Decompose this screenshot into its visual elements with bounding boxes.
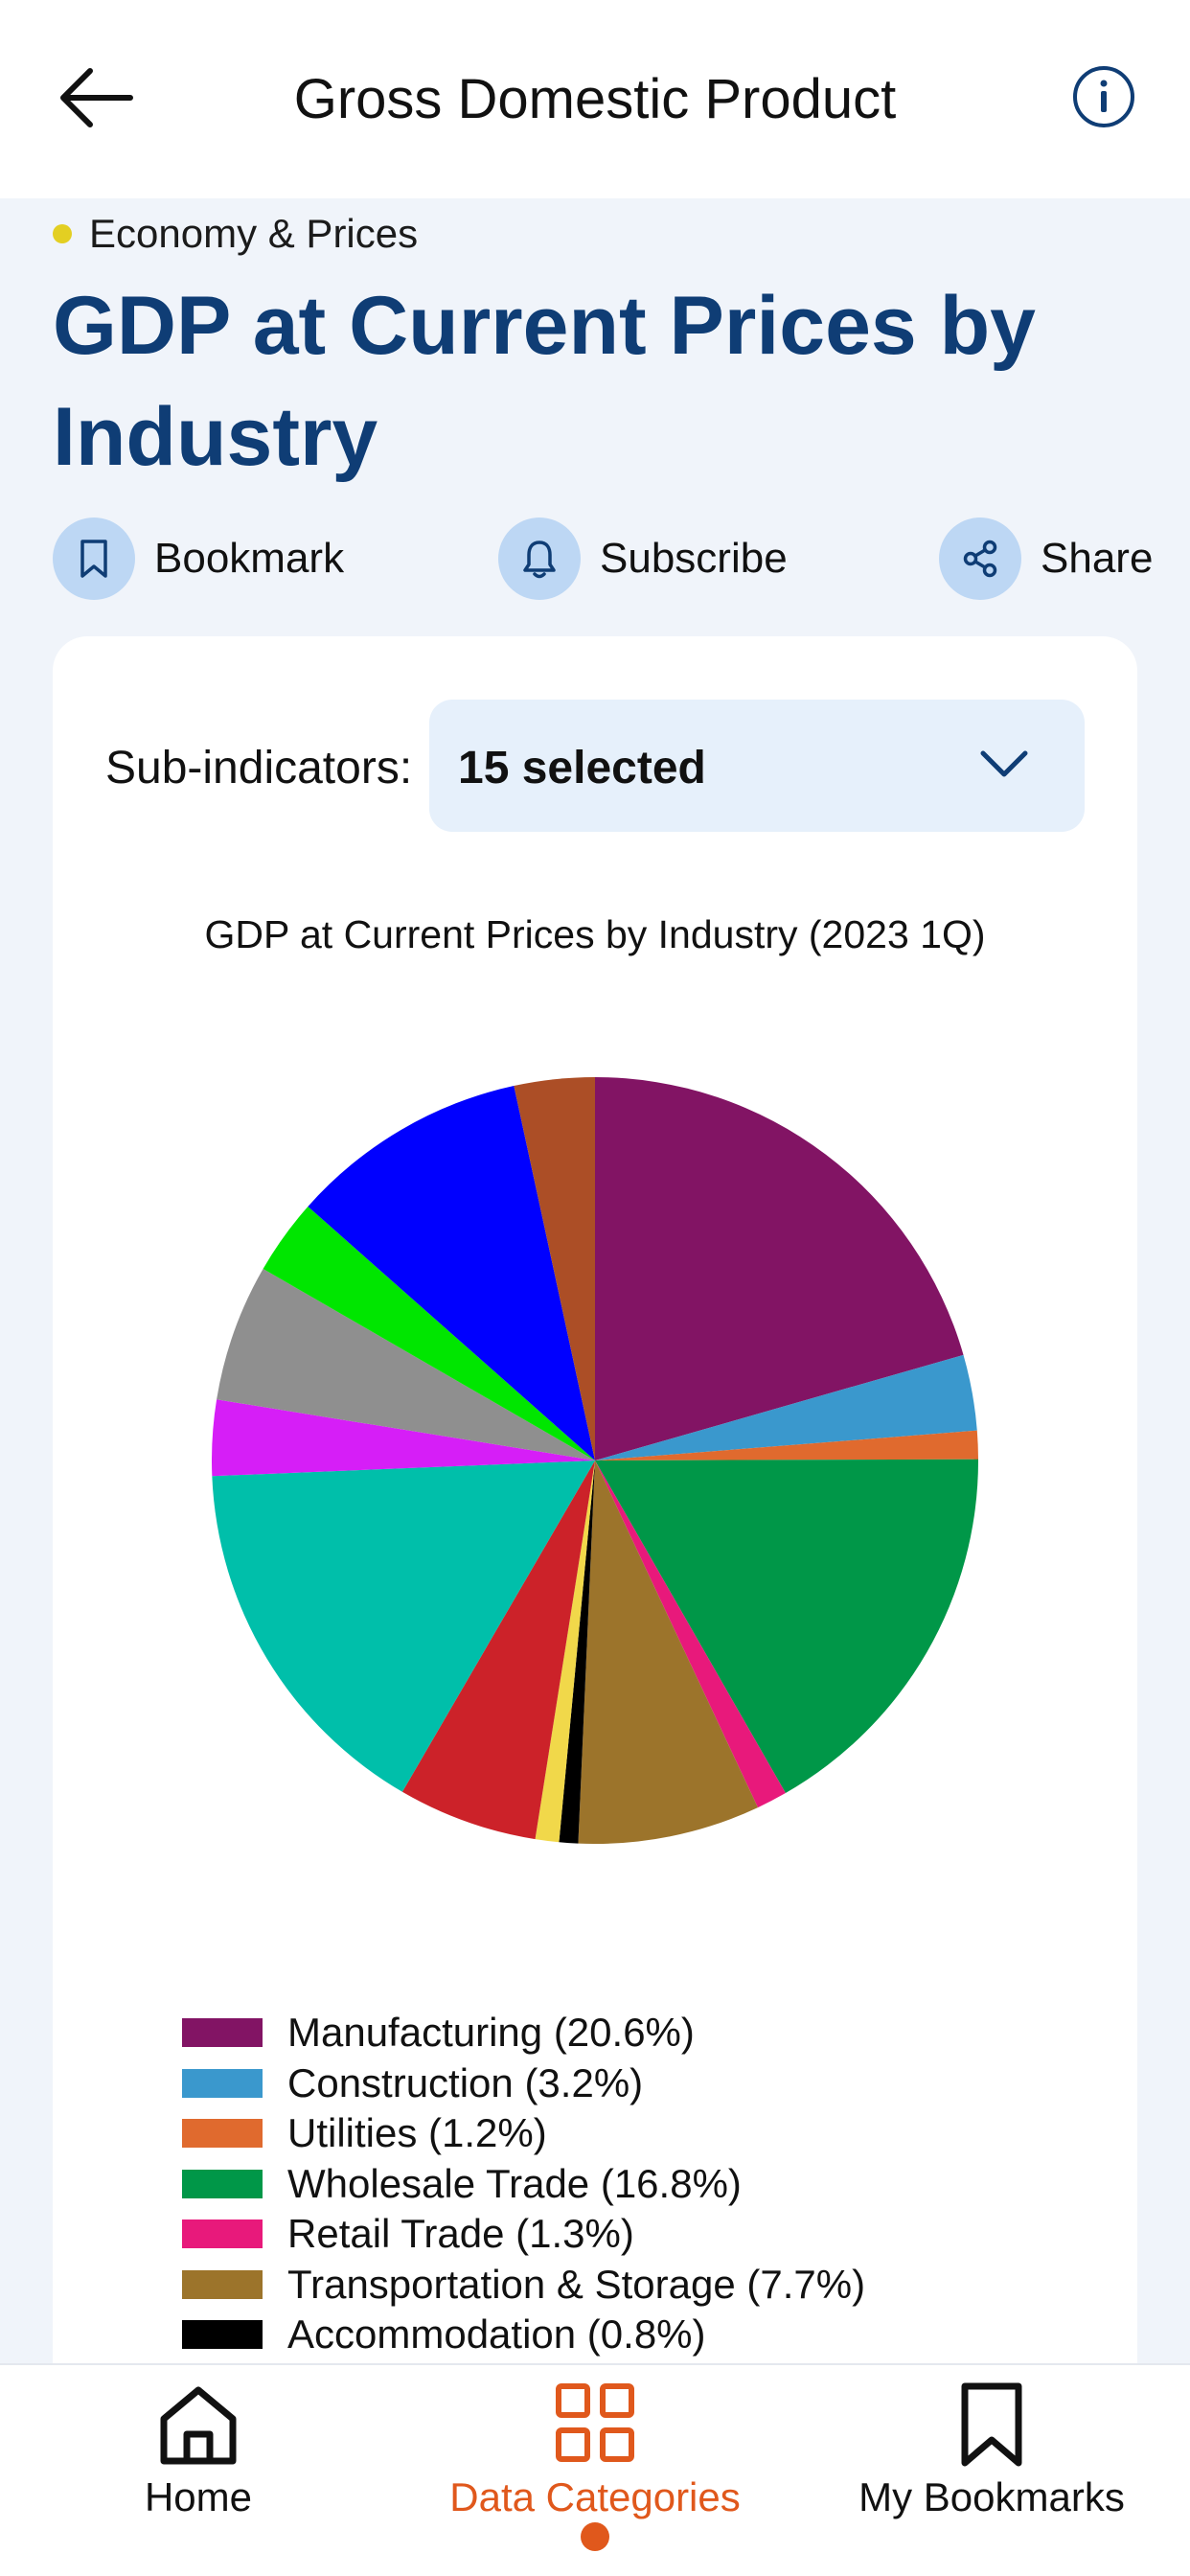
- nav-my-bookmarks[interactable]: My Bookmarks: [819, 2380, 1164, 2553]
- legend-label: Accommodation (0.8%): [287, 2312, 706, 2358]
- legend-label: Transportation & Storage (7.7%): [287, 2261, 866, 2307]
- legend-label: Retail Trade (1.3%): [287, 2211, 634, 2257]
- category-dot: [53, 224, 72, 243]
- legend-swatch: [182, 2320, 263, 2350]
- category-label: Economy & Prices: [53, 211, 418, 257]
- pie-slice-4[interactable]: [595, 1460, 786, 1808]
- pie-slice-14[interactable]: [514, 1077, 595, 1460]
- pie-slice-2[interactable]: [595, 1430, 978, 1460]
- subscribe-button[interactable]: Subscribe: [498, 516, 788, 602]
- legend-item: Accommodation (0.8%): [182, 2310, 865, 2360]
- arrow-left-icon: [60, 68, 133, 127]
- nav-home[interactable]: Home: [26, 2380, 371, 2553]
- subindicators-value: 15 selected: [458, 743, 706, 794]
- nav-home-label: Home: [144, 2474, 253, 2519]
- legend-swatch: [182, 2119, 263, 2149]
- grid-icon: [556, 2383, 634, 2462]
- chart-title: GDP at Current Prices by Industry (2023 …: [204, 912, 986, 956]
- share-icon-circle: [939, 518, 1021, 600]
- bookmark-icon: [961, 2382, 1022, 2467]
- bell-icon: [523, 540, 556, 579]
- subindicators-label: Sub-indicators:: [105, 743, 413, 794]
- pie-slice-9[interactable]: [212, 1460, 595, 1792]
- pie-slice-7[interactable]: [535, 1460, 595, 1843]
- active-indicator-dot: [581, 2522, 609, 2551]
- legend-item: Construction (3.2%): [182, 2058, 865, 2109]
- pie-slice-3[interactable]: [595, 1459, 978, 1794]
- top-app-bar: Gross Domestic Product: [0, 0, 1190, 198]
- page-title: GDP at Current Prices by Industry: [53, 280, 1036, 483]
- legend-item: Retail Trade (1.3%): [182, 2209, 865, 2260]
- pie-slice-8[interactable]: [401, 1460, 595, 1840]
- bookmark-icon-circle: [53, 518, 135, 600]
- header-title: Gross Domestic Product: [293, 68, 897, 130]
- pie-chart: [212, 1077, 978, 1844]
- bookmark-button[interactable]: Bookmark: [53, 516, 344, 602]
- legend-item: Utilities (1.2%): [182, 2108, 865, 2159]
- bookmark-label: Bookmark: [154, 535, 345, 582]
- chart-legend: Manufacturing (20.6%) Construction (3.2%)…: [182, 2008, 865, 2360]
- pie-slice-12[interactable]: [263, 1206, 595, 1460]
- subindicators-dropdown[interactable]: 15 selected: [429, 700, 1085, 832]
- home-icon: [160, 2386, 237, 2465]
- bookmark-icon: [80, 540, 107, 578]
- pie-slice-10[interactable]: [212, 1399, 596, 1477]
- category-text: Economy & Prices: [89, 211, 419, 256]
- pie-slice-13[interactable]: [308, 1086, 595, 1460]
- info-icon: [1073, 66, 1134, 127]
- legend-label: Construction (3.2%): [287, 2059, 644, 2105]
- nav-my-bookmarks-label: My Bookmarks: [858, 2474, 1125, 2519]
- pie-slice-11[interactable]: [217, 1269, 595, 1460]
- legend-label: Manufacturing (20.6%): [287, 2010, 695, 2056]
- chevron-down-icon: [980, 750, 1028, 777]
- back-button[interactable]: [56, 63, 136, 132]
- legend-item: Wholesale Trade (16.8%): [182, 2159, 865, 2210]
- legend-swatch: [182, 2269, 263, 2299]
- legend-item: Transportation & Storage (7.7%): [182, 2260, 865, 2311]
- share-button[interactable]: Share: [939, 516, 1153, 602]
- legend-item: Manufacturing (20.6%): [182, 2008, 865, 2058]
- pie-slice-0[interactable]: [595, 1077, 964, 1460]
- nav-data-categories[interactable]: Data Categories: [423, 2380, 767, 2553]
- legend-swatch: [182, 2220, 263, 2249]
- legend-swatch: [182, 2068, 263, 2098]
- share-label: Share: [1041, 535, 1154, 582]
- info-button[interactable]: [1071, 64, 1136, 129]
- legend-swatch: [182, 2018, 263, 2048]
- legend-swatch: [182, 2169, 263, 2198]
- pie-slice-5[interactable]: [578, 1460, 758, 1844]
- pie-slice-6[interactable]: [559, 1460, 595, 1844]
- share-icon: [963, 540, 997, 578]
- subscribe-label: Subscribe: [600, 535, 788, 582]
- nav-data-categories-label: Data Categories: [449, 2474, 741, 2519]
- pie-slice-1[interactable]: [595, 1354, 977, 1460]
- legend-label: Utilities (1.2%): [287, 2110, 547, 2156]
- bell-icon-circle: [498, 518, 581, 600]
- legend-label: Wholesale Trade (16.8%): [287, 2160, 742, 2206]
